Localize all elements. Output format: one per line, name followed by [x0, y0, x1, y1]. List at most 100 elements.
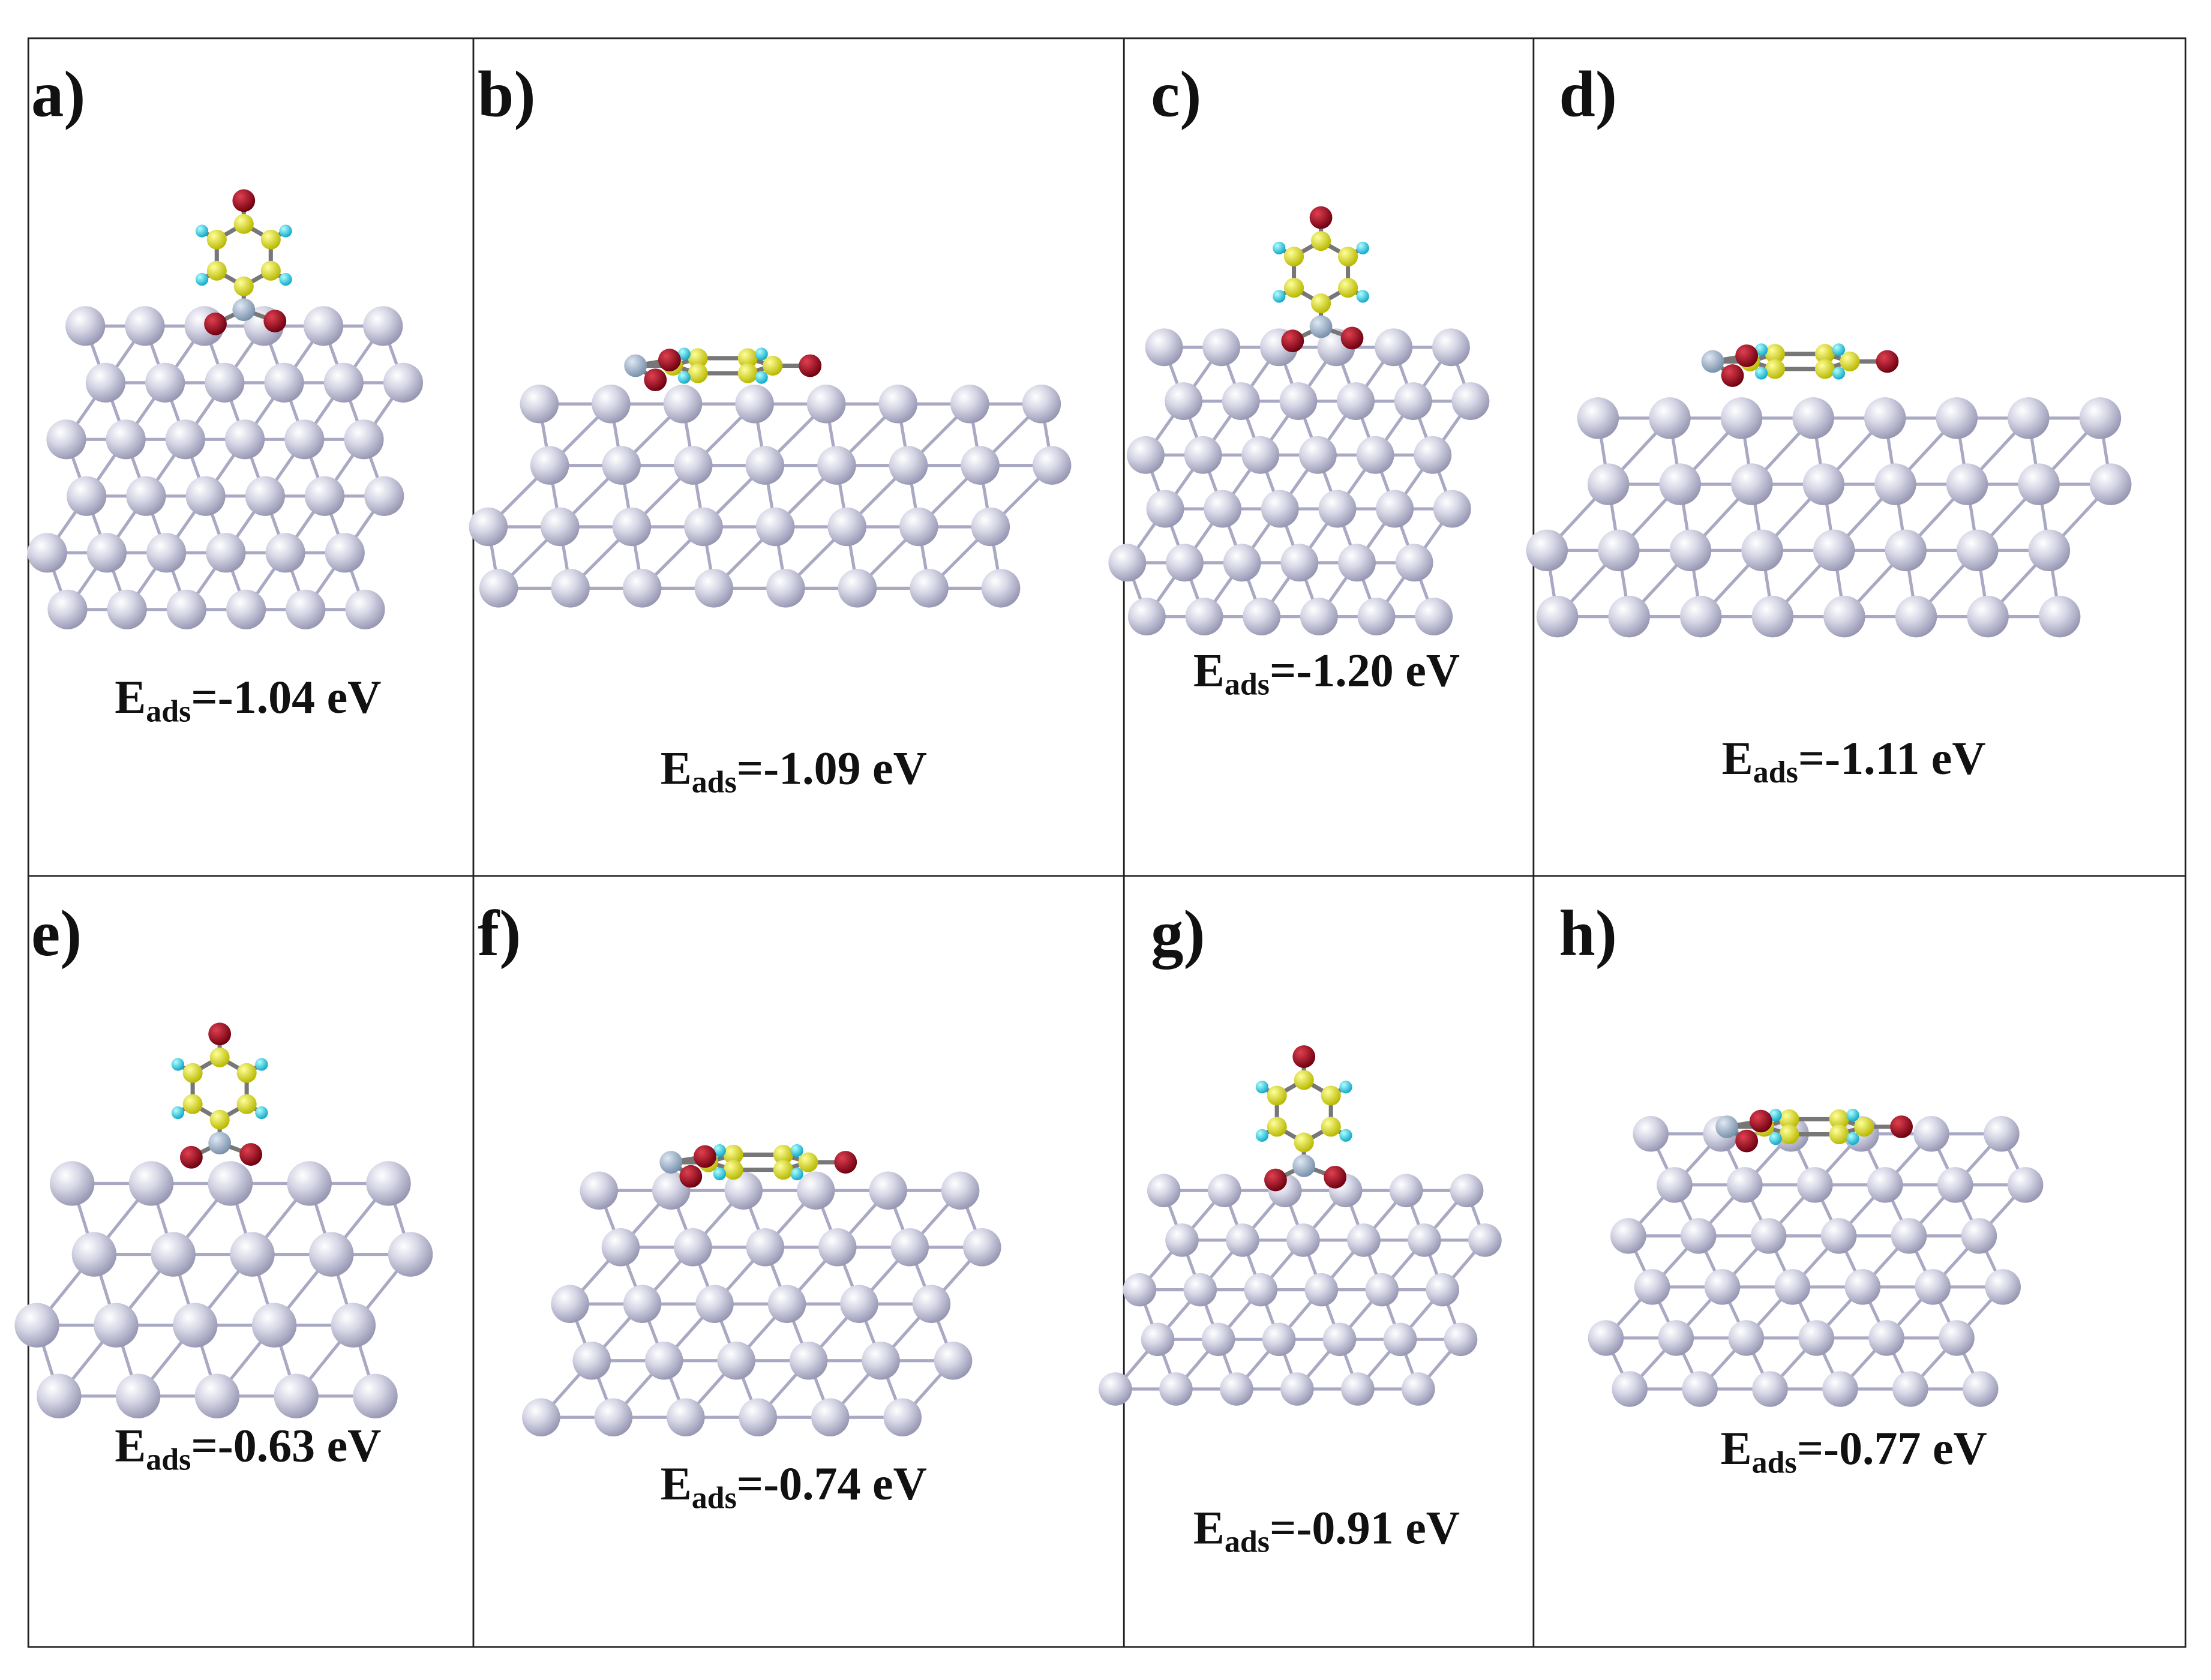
energy-value: =-1.09 eV — [737, 742, 927, 794]
metal-atom — [1588, 1320, 1624, 1356]
molecule — [171, 1022, 268, 1169]
metal-atom — [1408, 1223, 1441, 1257]
metal-atom — [1141, 1322, 1175, 1357]
metal-atom — [1682, 1371, 1718, 1407]
carbon-atom — [737, 363, 758, 383]
carbon-atom — [209, 1109, 230, 1130]
metal-atom — [1394, 382, 1432, 420]
metal-atom — [1147, 1174, 1181, 1208]
metal-atom — [1844, 1269, 1881, 1305]
metal-atom — [230, 1232, 275, 1277]
molecule — [1715, 1108, 1913, 1153]
metal-atom — [1279, 382, 1318, 420]
panel: a) Eads=-1.04 eV — [27, 58, 424, 728]
grid-frame — [27, 37, 2186, 1648]
energy-symbol: E — [1193, 644, 1225, 696]
metal-atom — [1262, 1322, 1296, 1357]
metal-atom — [838, 569, 877, 608]
hydrogen-atom — [677, 347, 691, 361]
oxygen-atom — [1324, 1165, 1347, 1189]
metal-atom — [274, 1373, 319, 1419]
carbon-atom — [688, 348, 708, 368]
metal-atom — [883, 1398, 922, 1436]
metal-atom — [1127, 436, 1165, 474]
metal-atom — [1444, 1322, 1478, 1357]
metal-atom — [245, 476, 285, 516]
metal-atom — [766, 569, 805, 608]
panel: g) Eads=-0.91 eV — [1099, 897, 1502, 1559]
metal-atom — [1658, 1320, 1694, 1356]
carbon-atom — [182, 1094, 203, 1114]
metal-atom — [146, 533, 187, 573]
metal-atom — [1365, 1273, 1399, 1307]
metal-atom — [115, 1373, 161, 1419]
metal-atom — [1032, 446, 1072, 485]
panel: f) Eads=-0.74 eV — [478, 897, 1001, 1515]
surface-model — [1108, 328, 1490, 636]
metal-atom — [225, 419, 265, 460]
metal-atom — [1608, 595, 1650, 638]
hydrogen-atom — [755, 347, 768, 361]
metal-atom — [1526, 529, 1568, 572]
metal-atom — [86, 533, 127, 573]
metal-atom — [1127, 598, 1166, 636]
metal-atom — [94, 1303, 139, 1348]
metal-atom — [47, 589, 88, 629]
hydrogen-atom — [713, 1167, 726, 1181]
carbon-atom — [688, 363, 708, 383]
oxygen-atom — [658, 349, 681, 371]
surface-model — [1099, 1174, 1502, 1406]
molecule — [1701, 343, 1899, 387]
energy-label: Eads=-1.11 eV — [1722, 733, 1986, 790]
hydrogen-atom — [1754, 343, 1768, 356]
oxygen-atom — [1749, 1109, 1772, 1133]
metal-atom — [1946, 463, 1988, 505]
panel-label: f) — [478, 897, 521, 970]
hydrogen-atom — [790, 1144, 803, 1157]
metal-atom — [1751, 595, 1794, 638]
energy-value: =-1.04 eV — [191, 671, 381, 723]
carbon-atom — [1267, 1117, 1287, 1137]
metal-atom — [789, 1341, 828, 1380]
surface-model — [1526, 397, 2132, 638]
metal-atom — [1432, 328, 1470, 367]
metal-atom — [1867, 1167, 1903, 1203]
metal-atom — [1347, 1223, 1381, 1257]
energy-subscript: ads — [692, 766, 737, 800]
carbon-atom — [206, 229, 227, 250]
metal-atom — [912, 1285, 951, 1324]
carbon-atom — [1779, 1124, 1799, 1145]
metal-atom — [1984, 1116, 2020, 1152]
metal-atom — [1797, 1167, 1833, 1203]
hydrogen-atom — [790, 1167, 803, 1181]
metal-atom — [963, 1228, 1001, 1267]
carbon-atom — [236, 1094, 257, 1114]
metal-atom — [862, 1341, 900, 1380]
metal-atom — [889, 446, 928, 485]
metal-atom — [1892, 1371, 1928, 1407]
metal-atom — [1159, 1372, 1193, 1406]
oxygen-atom — [1890, 1115, 1913, 1138]
energy-symbol: E — [661, 1458, 692, 1510]
carbon-atom — [1294, 1070, 1314, 1090]
metal-atom — [2090, 463, 2132, 505]
energy-label: Eads=-0.91 eV — [1193, 1502, 1460, 1559]
metal-atom — [1649, 397, 1691, 439]
metal-atom — [1610, 1218, 1646, 1254]
panel-label: a) — [31, 58, 86, 131]
energy-label: Eads=-0.63 eV — [115, 1420, 381, 1477]
metal-atom — [145, 362, 185, 403]
metal-atom — [910, 569, 949, 608]
metal-atom — [309, 1232, 354, 1277]
metal-atom — [1937, 1167, 1973, 1203]
metal-atom — [37, 1373, 82, 1419]
metal-atom — [1450, 1174, 1484, 1208]
hydrogen-atom — [1255, 1129, 1269, 1142]
metal-atom — [1223, 544, 1261, 582]
metal-atom — [806, 385, 846, 424]
metal-atom — [1680, 595, 1722, 638]
metal-atom — [206, 533, 246, 573]
nitrogen-atom — [659, 1151, 683, 1174]
oxygen-atom — [1264, 1168, 1287, 1192]
